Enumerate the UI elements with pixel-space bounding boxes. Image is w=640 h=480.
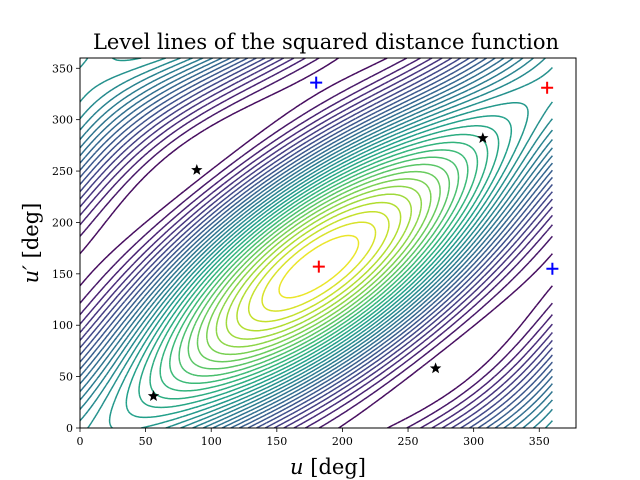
y-tick-label: 0 — [66, 422, 73, 435]
x-tick-label: 50 — [139, 435, 153, 448]
contour-level — [159, 141, 479, 392]
red-plus-marker — [312, 260, 325, 273]
x-tick-label: 150 — [266, 435, 287, 448]
y-tick-label: 300 — [52, 114, 73, 127]
star-marker — [429, 362, 442, 374]
y-tick-label: 350 — [52, 62, 73, 75]
contour-level — [125, 115, 513, 419]
red-plus-marker — [541, 81, 554, 94]
contour-level — [225, 193, 413, 340]
x-tick-label: 250 — [398, 435, 419, 448]
contour-level — [108, 58, 529, 428]
contour-level — [278, 234, 360, 299]
contour-lines — [80, 58, 554, 428]
x-axis: 0 50 100 150 200 250 300 350 — [77, 428, 550, 448]
y-tick-label: 100 — [52, 319, 73, 332]
blue-plus-marker — [310, 76, 323, 89]
star-marker — [191, 164, 203, 175]
x-axis-label-unit: [deg] — [310, 455, 366, 479]
x-tick-label: 350 — [529, 435, 550, 448]
contour-level — [261, 221, 377, 312]
contour-level — [149, 133, 489, 400]
x-axis-label: u [deg] — [290, 455, 366, 479]
contour-level — [196, 170, 441, 363]
contour-level — [206, 178, 432, 356]
contour-level — [178, 156, 460, 377]
plot-frame — [79, 57, 577, 429]
contour-level — [215, 185, 423, 348]
star-marker — [147, 390, 160, 401]
y-axis-label-main: u′ — [19, 265, 43, 284]
x-tick-label: 0 — [77, 435, 84, 448]
x-tick-label: 100 — [201, 435, 222, 448]
contour-level — [80, 58, 553, 428]
y-tick-label: 150 — [52, 268, 73, 281]
contour-level — [169, 149, 469, 385]
y-tick-label: 200 — [52, 216, 73, 229]
contour-level — [247, 210, 390, 323]
contour-level — [187, 163, 451, 370]
y-axis-label: u′ [deg] — [19, 203, 43, 284]
markers — [147, 76, 559, 401]
y-tick-label: 250 — [52, 165, 73, 178]
x-tick-label: 200 — [332, 435, 353, 448]
y-axis-label-unit: [deg] — [19, 203, 43, 259]
chart-title: Level lines of the squared distance func… — [93, 30, 559, 54]
x-axis-label-main: u — [290, 455, 304, 479]
y-tick-label: 50 — [59, 371, 73, 384]
star-marker — [477, 132, 489, 143]
x-tick-label: 300 — [463, 435, 484, 448]
blue-plus-marker — [546, 262, 559, 275]
y-axis: 0 50 100 150 200 250 300 350 — [52, 62, 80, 435]
contour-level — [236, 201, 402, 332]
contour-level — [138, 125, 500, 409]
